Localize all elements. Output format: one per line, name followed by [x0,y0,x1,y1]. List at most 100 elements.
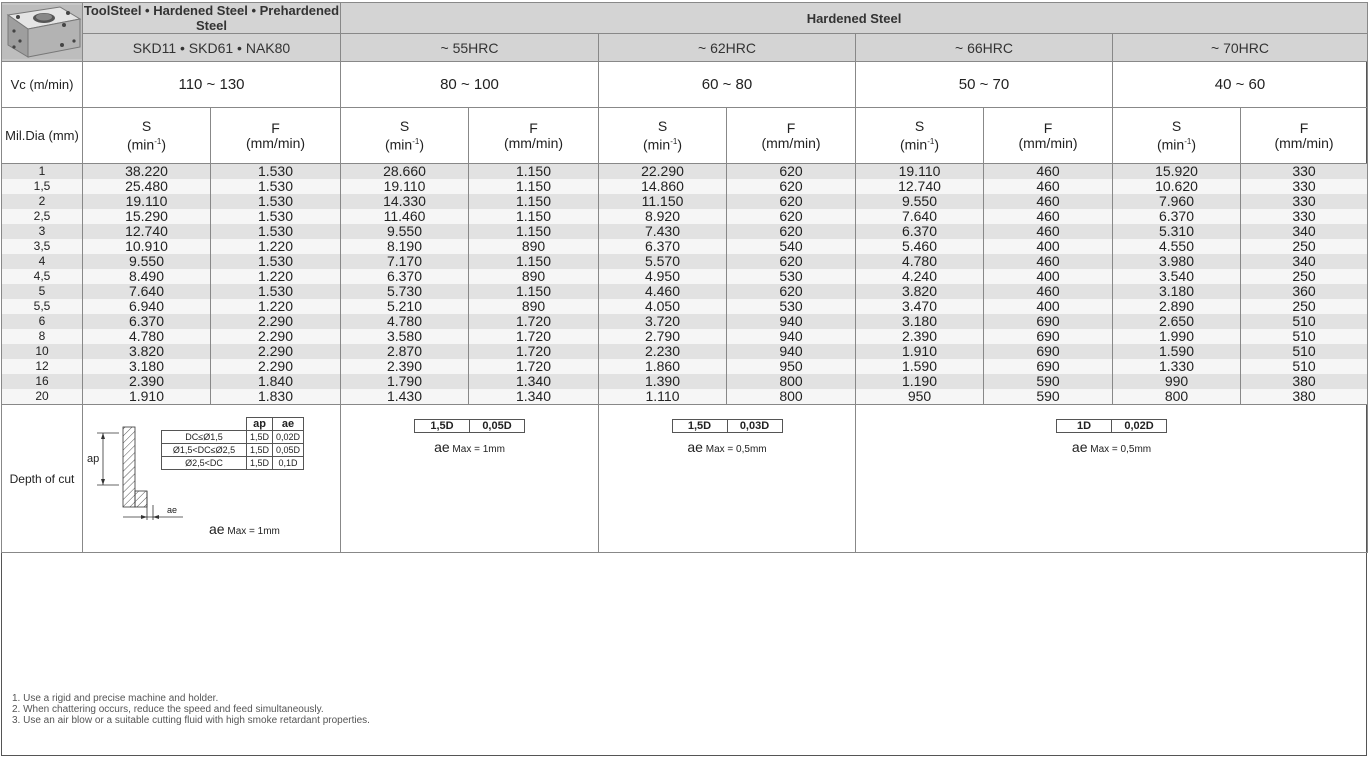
spindle-speed-header: S (min-1) [82,107,211,164]
speed-cell: 800 [1112,389,1241,405]
ae-max-note: ae Max = 1mm [209,521,280,537]
speed-cell: 28.660 [340,163,469,179]
feed-cell: 510 [1239,329,1369,344]
speed-cell: 1.590 [855,359,984,374]
feed-cell: 620 [726,163,856,179]
feed-cell: 890 [468,239,599,254]
speed-cell: 1.910 [82,389,211,405]
speed-cell: 4.550 [1112,239,1241,254]
dia-cell: 20 [1,389,83,405]
speed-cell: 1.790 [340,374,469,389]
mini-ap: 1,5D [245,430,274,444]
feed-cell: 1.530 [210,194,341,209]
ae-max-prefix: ae [687,439,703,455]
feed-cell: 1.220 [210,299,341,314]
speed-cell: 12.740 [855,179,984,194]
feed-cell: 1.530 [210,163,341,179]
feed-cell: 1.720 [468,344,599,359]
speed-cell: 2.790 [598,329,727,344]
feed-cell: 1.840 [210,374,341,389]
speed-cell: 4.780 [340,314,469,329]
dia-cell: 3,5 [1,239,83,254]
mini-head-ae: ae [272,417,305,431]
s-exponent: -1 [927,136,935,146]
speed-cell: 9.550 [82,254,211,269]
dia-cell: 8 [1,329,83,344]
speed-cell: 7.640 [855,209,984,224]
feed-cell: 620 [726,224,856,239]
dia-cell: 5,5 [1,299,83,314]
spindle-speed-header: S (min-1) [1112,107,1241,164]
feed-cell: 590 [983,374,1113,389]
note-item: 1. Use a rigid and precise machine and h… [12,693,219,704]
depth-group-66-70: 1D 0,02D ae Max = 0,5mm [854,404,1369,553]
mini-head-ap: 1,5D [414,419,470,433]
feed-cell: 620 [726,209,856,224]
speed-cell: 1.390 [598,374,727,389]
depth-mini-table: 1,5D 0,05D [414,419,525,433]
feed-cell: 1.340 [468,374,599,389]
speed-cell: 2.390 [855,329,984,344]
vc-label: Vc (m/min) [1,61,83,108]
mini-cond: Ø1,5<DC≤Ø2,5 [161,443,247,457]
mini-head-ae: 0,02D [1111,419,1168,433]
feed-cell: 400 [983,299,1113,314]
speed-cell: 10.910 [82,239,211,254]
feed-cell: 1.150 [468,163,599,179]
feed-cell: 950 [726,359,856,374]
speed-cell: 3.820 [82,344,211,359]
speed-cell: 8.920 [598,209,727,224]
mini-head-ap: 1,5D [671,419,728,433]
dia-cell: 12 [1,359,83,374]
feed-cell: 380 [1239,389,1369,405]
speed-cell: 6.370 [1112,209,1241,224]
feed-cell: 2.290 [210,359,341,374]
speed-cell: 6.370 [340,269,469,284]
ae-max-note: ae Max = 1mm [341,439,598,455]
table-row: 8 4.780 2.290 3.580 1.720 2.790 940 2.390 690 1.9… [1,329,1369,344]
s-unit: (min [126,136,155,153]
feed-cell: 1.150 [468,254,599,269]
speed-cell: 1.860 [598,359,727,374]
dia-cell: 2,5 [1,209,83,224]
feed-cell: 250 [1239,299,1369,314]
f-unit: (mm/min) [1274,134,1334,151]
s-label: S [1171,117,1182,134]
ae-max-text: Max = 1mm [452,444,505,455]
data-rows: 1 38.220 1.530 28.660 1.150 22.290 620 19.110 46… [1,163,1369,405]
feed-cell: 1.720 [468,329,599,344]
dia-cell: 1 [1,163,83,179]
f-unit: (mm/min) [1018,134,1078,151]
f-unit: (mm/min) [503,134,564,151]
speed-cell: 3.580 [340,329,469,344]
speed-cell: 14.860 [598,179,727,194]
speed-cell: 3.180 [855,314,984,329]
feed-cell: 330 [1239,209,1369,224]
s-label: S [141,117,152,134]
speed-cell: 7.640 [82,284,211,299]
ae-max-note: ae Max = 0,5mm [856,439,1367,455]
steel-block-icon [2,5,82,59]
speed-cell: 4.240 [855,269,984,284]
table-row: 3 12.740 1.530 9.550 1.150 7.430 620 6.370 460 5.… [1,224,1369,239]
f-label: F [786,119,796,136]
feed-cell: 530 [726,299,856,314]
depth-group-62: 1,5D 0,03D ae Max = 0,5mm [598,404,856,553]
dia-cell: 3 [1,224,83,239]
speed-cell: 1.330 [1112,359,1241,374]
speed-cell: 2.390 [82,374,211,389]
dia-cell: 10 [1,344,83,359]
speed-cell: 7.430 [598,224,727,239]
feed-cell: 2.290 [210,344,341,359]
speed-cell: 1.590 [1112,344,1241,359]
feed-cell: 1.530 [210,284,341,299]
table-row: 2 19.110 1.530 14.330 1.150 11.150 620 9.550 460… [1,194,1369,209]
cutting-conditions-table: ToolSteel • Hardened Steel • Prehardened… [1,2,1369,553]
feed-cell: 1.830 [210,389,341,405]
depth-label: Depth of cut [1,404,83,553]
feed-cell: 940 [726,329,856,344]
feed-cell: 1.150 [468,194,599,209]
table-row: 1,5 25.480 1.530 19.110 1.150 14.860 620 12.740… [1,179,1369,194]
speed-cell: 19.110 [855,163,984,179]
ae-max-prefix: ae [1071,439,1088,455]
